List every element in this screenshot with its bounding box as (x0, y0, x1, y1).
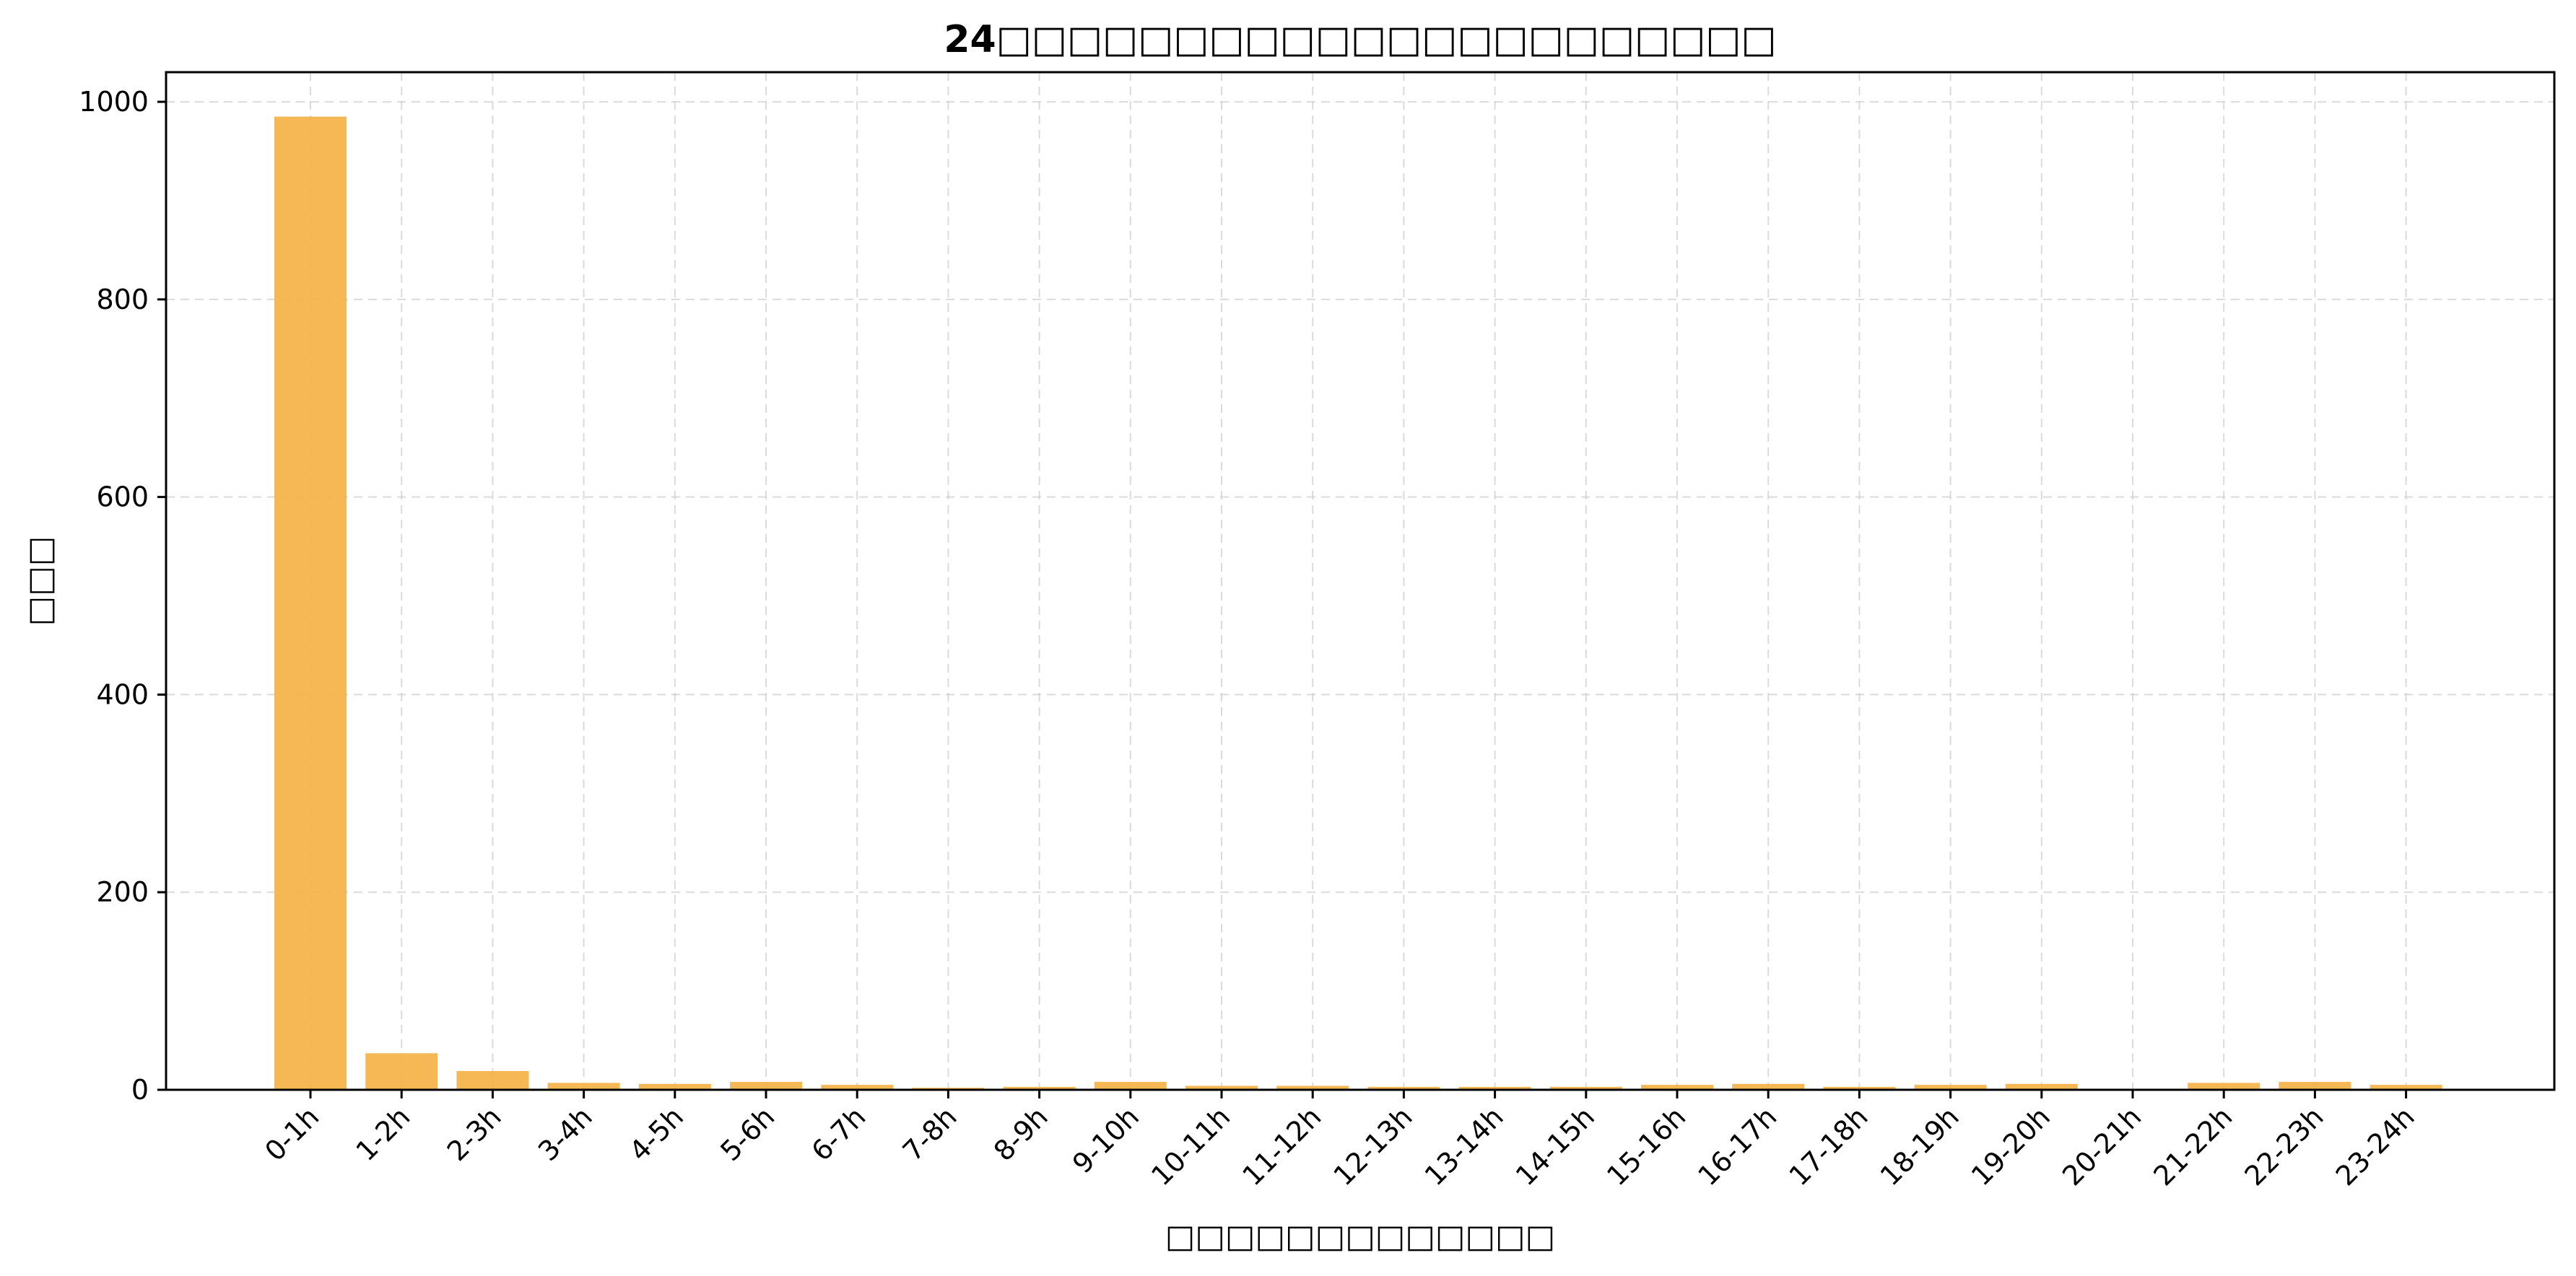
x-tick-label: 8-9h (988, 1101, 1054, 1167)
bar-22-23h (2279, 1082, 2351, 1090)
bar-1-2h (365, 1053, 438, 1090)
x-tick-label: 1-2h (350, 1101, 417, 1167)
x-tick-label: 11-12h (1236, 1101, 1327, 1192)
bar-23-24h (2370, 1085, 2442, 1090)
x-tick-label: 17-18h (1783, 1101, 1874, 1192)
y-tick-label: 1000 (79, 86, 149, 118)
bar-12-13h (1367, 1086, 1440, 1090)
bar-11-12h (1276, 1085, 1349, 1090)
bars (274, 116, 2442, 1091)
x-tick-label: 20-21h (2056, 1101, 2147, 1192)
bar-4-5h (638, 1083, 711, 1090)
x-tick-label: 19-20h (1965, 1101, 2056, 1192)
bar-5-6h (730, 1082, 802, 1090)
x-tick-label: 12-13h (1328, 1101, 1419, 1192)
x-tick-label: 5-6h (714, 1101, 780, 1167)
x-tick-label: 10-11h (1145, 1101, 1236, 1192)
bar-21-22h (2188, 1083, 2260, 1090)
y-tick-label: 800 (96, 284, 149, 315)
y-tick-label: 200 (96, 876, 149, 908)
x-tick-label: 15-16h (1601, 1101, 1692, 1192)
x-tick-label: 3-4h (532, 1101, 599, 1167)
x-tick-label: 23-24h (2330, 1101, 2421, 1192)
bar-14-15h (1549, 1086, 1622, 1090)
grid-lines (166, 72, 2554, 1091)
x-tick-label: 16-17h (1692, 1101, 1783, 1192)
x-tick-label: 7-8h (897, 1101, 963, 1167)
bar-2-3h (456, 1070, 529, 1090)
x-tick-label: 6-7h (806, 1101, 872, 1167)
bar-19-20h (2005, 1083, 2078, 1090)
y-tick-label: 400 (96, 678, 149, 710)
bar-18-19h (1914, 1085, 1987, 1090)
bar-8-9h (1003, 1086, 1076, 1090)
x-tick-label: 13-14h (1419, 1101, 1510, 1192)
x-axis-ticks: 0-1h 1-2h 2-3h 3-4h 4-5h 5-6h 6-7h 7-8h 8-9h 9-10… (258, 1090, 2421, 1192)
x-tick-label: 4-5h (623, 1101, 689, 1167)
x-tick-label: 22-23h (2239, 1101, 2330, 1192)
plot-frame (165, 71, 2556, 1091)
bar-13-14h (1458, 1086, 1531, 1090)
y-axis-ticks: 0 200 400 600 800 1000 (79, 86, 166, 1106)
x-tick-label: 9-10h (1066, 1101, 1145, 1179)
x-axis-label: □□□□□□□□□□□□□ (1165, 1218, 1555, 1255)
bar-3-4h (547, 1083, 620, 1090)
x-tick-label: 2-3h (441, 1101, 508, 1167)
x-tick-label: 21-22h (2147, 1101, 2238, 1192)
y-tick-label: 0 (131, 1074, 149, 1106)
y-tick-label: 600 (96, 481, 149, 513)
x-tick-label: 0-1h (258, 1101, 325, 1167)
x-tick-label: 14-15h (1510, 1101, 1601, 1192)
bar-17-18h (1823, 1086, 1896, 1090)
y-axis-label: □□□ (22, 536, 58, 626)
bar-0-1h (274, 116, 347, 1091)
bar-15-16h (1641, 1085, 1713, 1090)
bar-16-17h (1732, 1083, 1805, 1090)
x-tick-label: 18-19h (1874, 1101, 1965, 1192)
bar-6-7h (821, 1085, 894, 1090)
chart-title: 24□□□□□□□□□□□□□□□□□□□□□□ (944, 18, 1776, 61)
bar-9-10h (1094, 1082, 1167, 1090)
bar-10-11h (1185, 1085, 1258, 1090)
